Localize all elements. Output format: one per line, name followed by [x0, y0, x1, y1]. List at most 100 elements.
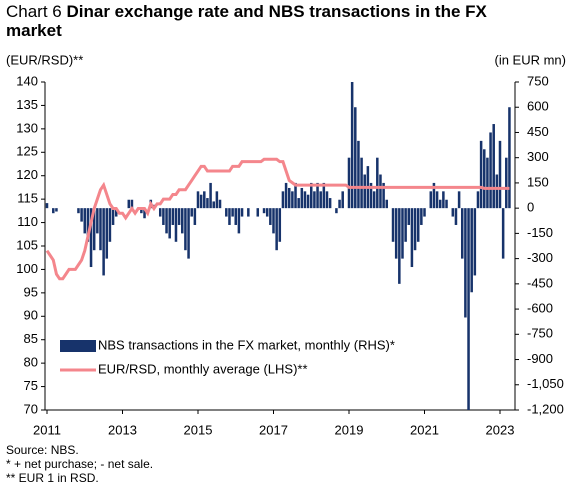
bar	[495, 174, 499, 209]
y2-tick-label: -1,050	[527, 376, 564, 391]
bar	[445, 199, 448, 209]
bar	[508, 107, 511, 209]
bar	[479, 140, 483, 209]
bar	[451, 208, 455, 217]
y-tick-label: 100	[16, 261, 38, 276]
y-tick-label: 85	[24, 331, 38, 346]
bar	[199, 194, 203, 209]
bar	[360, 157, 363, 209]
bar	[420, 208, 423, 225]
y2-tick-label: -450	[527, 275, 553, 290]
bar	[80, 208, 83, 222]
bar	[96, 208, 99, 234]
y2-tick-label: 150	[527, 174, 549, 189]
bar	[423, 208, 426, 217]
bar	[357, 140, 360, 209]
bar	[162, 208, 165, 225]
bar	[278, 208, 282, 242]
bar	[347, 157, 351, 209]
bar	[102, 208, 105, 276]
bar	[457, 191, 461, 209]
bar	[99, 208, 102, 251]
bar	[143, 208, 146, 219]
bar	[105, 208, 109, 259]
y-tick-label: 75	[24, 378, 38, 393]
bar	[262, 208, 266, 214]
legend-swatch	[60, 340, 96, 352]
y-tick-label: 105	[16, 237, 38, 252]
bar	[413, 208, 417, 251]
bar	[265, 208, 269, 217]
y-tick-label: 140	[16, 73, 38, 88]
y-tick-label: 130	[16, 120, 38, 135]
y2-tick-label: 300	[527, 149, 549, 164]
y-tick-label: 80	[24, 355, 38, 370]
bar	[467, 208, 470, 410]
bar	[165, 208, 168, 234]
bar	[140, 208, 143, 214]
bar	[281, 191, 285, 209]
bar	[404, 208, 407, 242]
bar	[313, 191, 316, 209]
bar	[193, 208, 197, 225]
bar	[486, 157, 489, 209]
y2-tick-label: -1,200	[527, 401, 564, 416]
bar	[184, 208, 187, 251]
bar	[275, 208, 278, 251]
bar	[435, 191, 439, 209]
bar	[181, 208, 184, 234]
bar	[410, 208, 414, 268]
bar	[354, 107, 357, 209]
y2-tick-label: 600	[527, 99, 549, 114]
bar	[127, 199, 131, 209]
y2-tick-label: 450	[527, 124, 549, 139]
bar	[338, 199, 341, 209]
bar	[454, 208, 458, 225]
bar	[316, 182, 319, 209]
chart-label: Chart 6	[6, 2, 62, 21]
bar	[272, 208, 275, 234]
bar	[234, 208, 238, 225]
bar	[473, 208, 477, 276]
bar	[228, 208, 231, 225]
y-tick-label: 120	[16, 167, 38, 182]
bar	[240, 208, 244, 217]
bar	[291, 191, 294, 209]
bar	[108, 208, 112, 242]
bar	[89, 208, 93, 268]
y-tick-label: 90	[24, 308, 38, 323]
bar	[158, 208, 162, 217]
bar	[247, 208, 250, 217]
bar	[416, 208, 420, 242]
line	[45, 157, 510, 281]
bar	[196, 191, 200, 209]
bar	[92, 208, 96, 251]
y-tick-label: 95	[24, 284, 38, 299]
bar	[341, 191, 344, 209]
bar	[382, 182, 385, 209]
y2-tick-label: 750	[527, 73, 549, 88]
bar	[328, 198, 332, 209]
y2-axis-label: (in EUR mn)	[494, 52, 566, 67]
bar	[130, 199, 134, 209]
bar	[460, 208, 464, 259]
bar	[231, 208, 234, 217]
bar	[187, 208, 190, 259]
bar	[284, 182, 288, 209]
bar	[287, 187, 291, 209]
bar	[177, 208, 181, 225]
x-tick-label: 2011	[33, 422, 61, 437]
bar	[350, 82, 354, 209]
bar	[45, 203, 49, 209]
bar	[206, 198, 209, 209]
bar	[306, 194, 310, 209]
bar	[379, 174, 382, 209]
bar	[489, 132, 492, 209]
bar	[294, 182, 297, 209]
bar	[209, 182, 212, 209]
bar	[52, 208, 55, 214]
bar	[55, 208, 58, 212]
bar	[398, 208, 401, 284]
